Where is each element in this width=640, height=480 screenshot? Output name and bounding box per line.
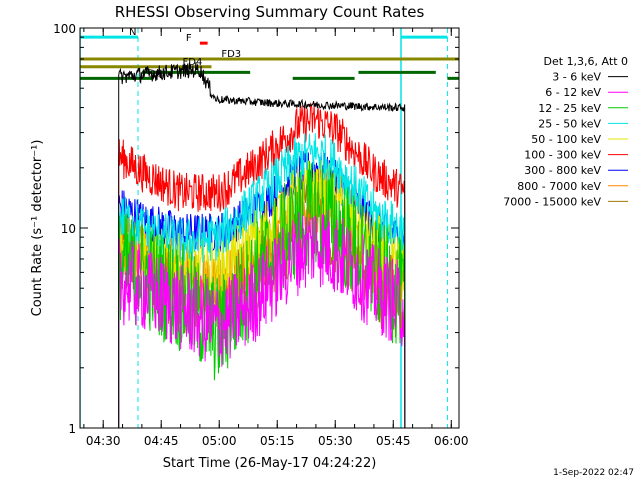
legend-label: 800 - 7000 keV (517, 180, 601, 193)
x-tick-label: 05:15 (260, 434, 295, 448)
series-line-6-12-keV (118, 209, 406, 428)
flag-label-fd6: FD6 (142, 68, 162, 79)
legend-label: 7000 - 15000 keV (503, 195, 601, 208)
x-tick-label: 05:00 (202, 434, 237, 448)
x-tick-label: 05:30 (318, 434, 353, 448)
legend-title: Det 1,3,6, Att 0 (544, 55, 628, 68)
x-tick-label: 06:00 (434, 434, 469, 448)
plot-area (80, 28, 459, 428)
flag-label-n: N (129, 27, 136, 38)
footer-timestamp: 1-Sep-2022 02:47 (553, 468, 634, 478)
legend-label: 12 - 25 keV (538, 102, 601, 115)
flag-label-fd3: FD3 (221, 49, 241, 60)
legend-label: 300 - 800 keV (524, 164, 601, 177)
legend-label: 100 - 300 keV (524, 149, 601, 162)
series-line-3-6-keV (118, 62, 406, 428)
y-axis-label: Count Rate (s⁻¹ detector⁻¹) (30, 140, 45, 317)
y-tick-label: 10 (61, 222, 76, 236)
y-tick-label: 100 (53, 22, 76, 36)
x-tick-label: 04:45 (144, 434, 179, 448)
flag-label-fd4: FD4 (183, 57, 203, 68)
legend-label: 3 - 6 keV (552, 71, 601, 84)
series-line-25-50-keV (118, 133, 406, 428)
flag-label-f: F (186, 33, 192, 44)
x-axis-label: Start Time (26-May-17 04:24:22) (163, 456, 377, 471)
legend-label: 25 - 50 keV (538, 117, 601, 130)
legend-label: 6 - 12 keV (545, 86, 601, 99)
x-tick-label: 05:45 (376, 434, 411, 448)
x-tick-label: 04:30 (86, 434, 121, 448)
series-line-100-300-keV (118, 102, 406, 428)
y-tick-label: 1 (68, 422, 76, 436)
chart-title: RHESSI Observing Summary Count Rates (115, 3, 425, 21)
legend-label: 50 - 100 keV (531, 133, 601, 146)
